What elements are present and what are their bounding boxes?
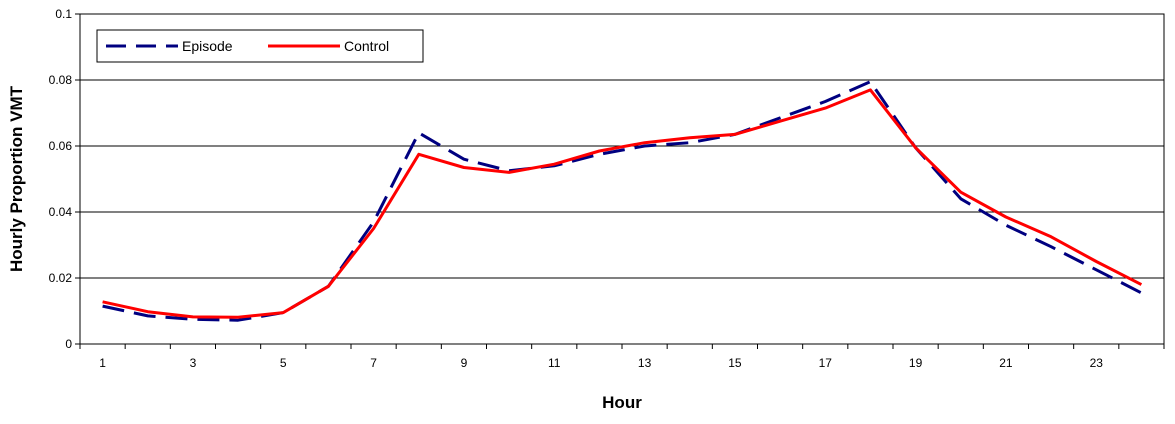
x-tick-label: 11 bbox=[548, 356, 561, 370]
x-axis-title: Hour bbox=[602, 393, 642, 412]
y-axis-title: Hourly Proportion VMT bbox=[7, 85, 26, 272]
y-tick-label: 0.06 bbox=[49, 139, 73, 153]
x-tick-label: 7 bbox=[370, 356, 377, 370]
y-tick-label: 0.08 bbox=[49, 73, 73, 87]
x-tick-label: 5 bbox=[280, 356, 287, 370]
legend: Episode Control bbox=[96, 29, 424, 63]
x-axis-ticks: 1 3 5 7 9 11 13 15 17 19 21 23 bbox=[79, 344, 1165, 370]
x-tick-label: 9 bbox=[461, 356, 468, 370]
legend-label-control: Control bbox=[344, 38, 389, 54]
x-tick-label: 19 bbox=[909, 356, 923, 370]
series-line-control bbox=[102, 88, 1143, 319]
series-lines bbox=[102, 80, 1143, 322]
y-axis-ticks: 0 0.02 0.04 0.06 0.08 0.1 bbox=[49, 7, 80, 351]
x-tick-label: 3 bbox=[190, 356, 197, 370]
x-tick-label: 17 bbox=[819, 356, 833, 370]
y-tick-label: 0.02 bbox=[49, 271, 73, 285]
legend-label-episode: Episode bbox=[182, 38, 233, 54]
y-tick-label: 0.1 bbox=[55, 7, 72, 21]
y-tick-label: 0 bbox=[65, 337, 72, 351]
x-tick-label: 1 bbox=[99, 356, 106, 370]
x-tick-label: 15 bbox=[728, 356, 742, 370]
x-tick-label: 23 bbox=[1090, 356, 1104, 370]
y-tick-label: 0.04 bbox=[49, 205, 73, 219]
x-tick-label: 13 bbox=[638, 356, 652, 370]
plot-area bbox=[79, 13, 1165, 345]
x-tick-label: 21 bbox=[999, 356, 1013, 370]
